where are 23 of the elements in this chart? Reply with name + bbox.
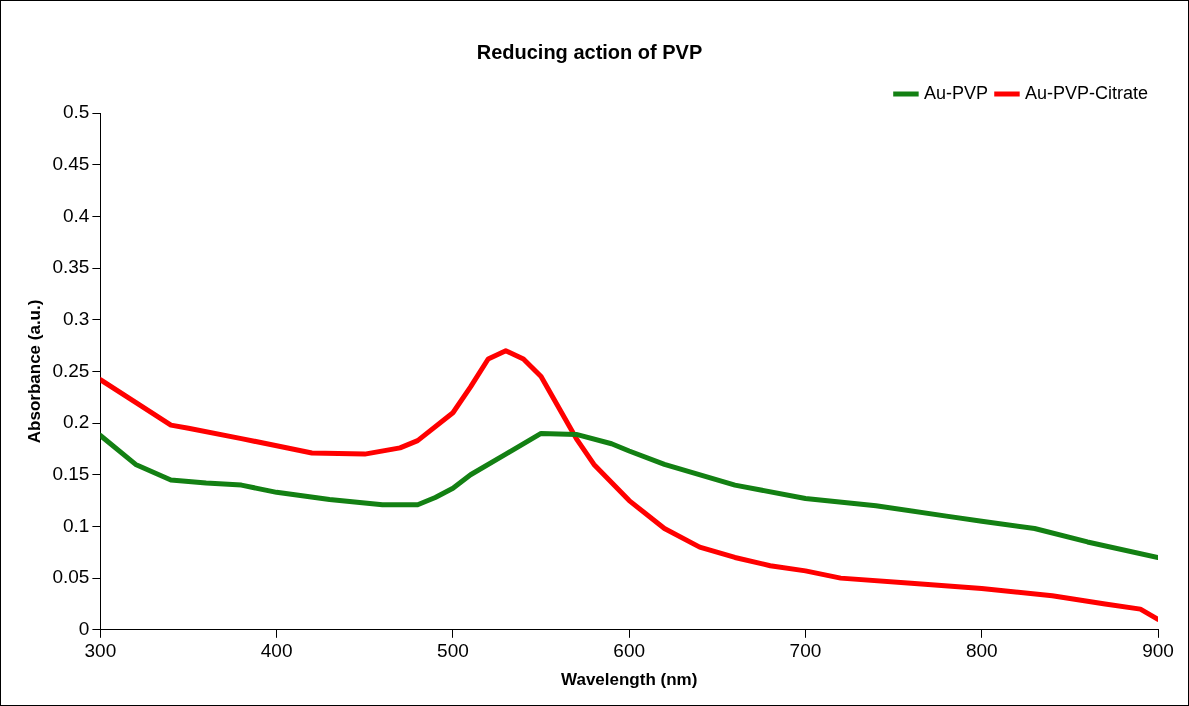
y-tick-label: 0.45: [52, 152, 90, 174]
x-tick-label: 700: [789, 640, 822, 662]
y-tick-label: 0.15: [52, 462, 90, 484]
x-tick-label: 400: [260, 640, 293, 662]
y-tick-label: 0.05: [52, 566, 90, 588]
y-tick-label: 0.3: [62, 307, 90, 329]
x-tick-label: 900: [1142, 640, 1174, 662]
y-tick-label: 0.2: [62, 411, 90, 433]
x-tick-label: 300: [84, 640, 117, 662]
x-tick-label: 600: [613, 640, 646, 662]
x-tick-label: 800: [965, 640, 998, 662]
y-tick-label: 0.35: [52, 256, 90, 278]
legend-label: Au-PVP: [923, 82, 988, 103]
chart-title: Reducing action of PVP: [476, 40, 703, 63]
y-tick-label: 0.4: [62, 204, 90, 226]
legend-label: Au-PVP-Citrate: [1024, 82, 1149, 103]
y-tick-label: 0.5: [62, 101, 90, 123]
y-tick-label: 0: [78, 618, 90, 640]
x-axis-title: Wavelength (nm): [561, 670, 698, 690]
y-axis-title: Absorbance (a.u.): [24, 299, 44, 444]
y-tick-label: 0.1: [62, 514, 90, 536]
x-tick-label: 500: [437, 640, 469, 662]
y-tick-label: 0.25: [52, 359, 90, 381]
